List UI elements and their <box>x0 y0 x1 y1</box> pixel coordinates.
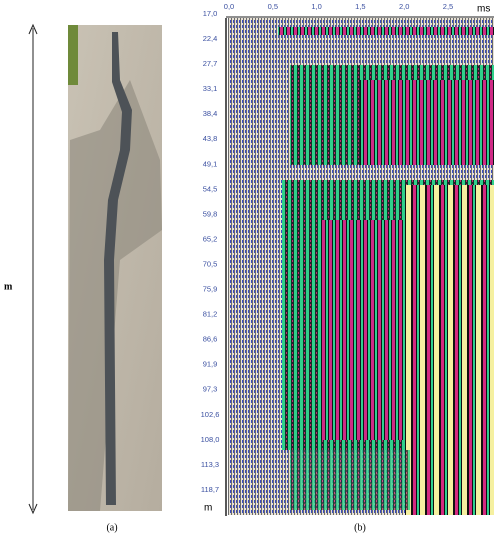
photo-grass <box>68 25 78 85</box>
depth-tick-label: 113,3 <box>201 460 219 469</box>
depth-tick-label: 86,6 <box>203 335 218 344</box>
depth-tick-label: 65,2 <box>203 234 218 243</box>
length-unit: m <box>4 281 13 292</box>
depth-tick-label: 43,8 <box>203 134 218 143</box>
depth-tick-label: 75,9 <box>203 285 218 294</box>
time-tick-label: 1,5 <box>355 2 365 11</box>
depth-tick-label: 91,9 <box>203 360 218 369</box>
depth-tick-label: 22,4 <box>203 34 218 43</box>
pipe <box>104 32 132 505</box>
time-tick-label: 1,0 <box>311 2 321 11</box>
depth-tick-label: 17,0 <box>203 9 218 18</box>
time-unit: ms <box>477 4 490 15</box>
depth-unit: m <box>204 503 212 514</box>
time-tick-label: 2,0 <box>399 2 409 11</box>
photo-shadow <box>68 80 162 511</box>
time-tick-label: 2,5 <box>443 2 453 11</box>
depth-tick-label: 54,5 <box>203 184 218 193</box>
seismic-band <box>278 27 494 35</box>
depth-tick-label: 49,1 <box>203 159 218 168</box>
panel-label: (b) <box>354 522 366 533</box>
depth-tick-label: 118,7 <box>201 485 219 494</box>
depth-tick-label: 70,5 <box>203 259 218 268</box>
time-tick-label: 0,0 <box>224 2 234 11</box>
depth-tick-label: 81,2 <box>203 310 218 319</box>
time-tick-label: 0,5 <box>268 2 278 11</box>
depth-tick-label: 27,7 <box>203 59 218 68</box>
arrow-heads <box>28 23 38 515</box>
depth-tick-label: 97,3 <box>203 385 218 394</box>
seismic-band <box>360 80 494 165</box>
seismic-band <box>405 185 494 515</box>
depth-tick-label: 33,1 <box>203 84 218 93</box>
depth-tick-label: 59,8 <box>203 209 218 218</box>
depth-tick-label: 108,0 <box>201 435 220 444</box>
depth-tick-label: 102,6 <box>201 410 220 419</box>
seismic-band <box>290 450 410 510</box>
panel-label: (a) <box>106 522 117 533</box>
seismic-section <box>228 18 494 515</box>
depth-tick-label: 38,4 <box>203 109 218 118</box>
